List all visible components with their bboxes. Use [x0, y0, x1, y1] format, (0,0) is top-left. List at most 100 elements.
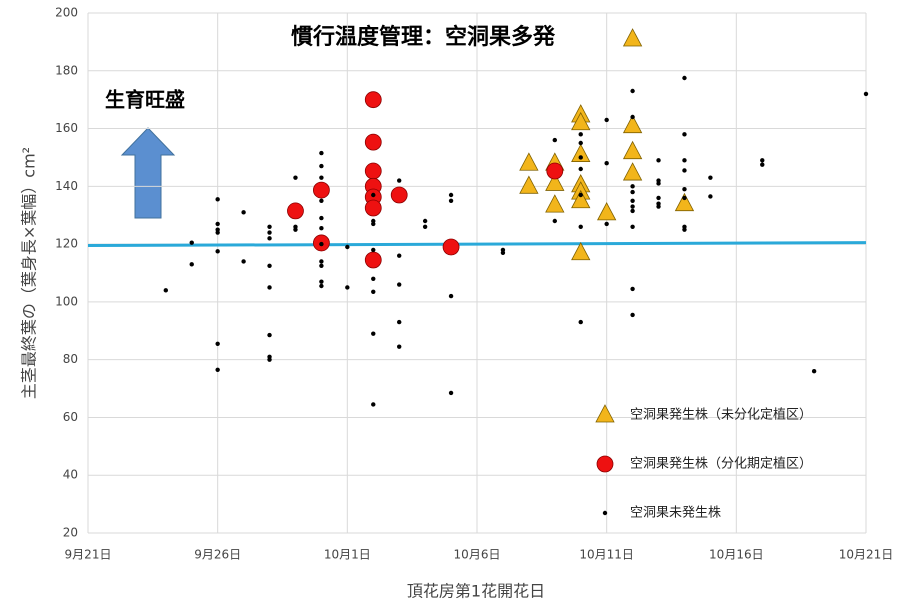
dot-point: [578, 192, 583, 198]
x-tick-label: 9月26日: [194, 548, 241, 562]
dot-point: [630, 208, 635, 214]
dot-point: [578, 224, 583, 229]
circle-point: [312, 181, 330, 199]
y-tick-label: 100: [55, 294, 78, 308]
x-tick-label: 9月21日: [65, 548, 112, 562]
dot-point: [345, 244, 350, 250]
circle-point: [364, 133, 382, 151]
dot-point: [267, 357, 272, 362]
dot-point: [319, 259, 324, 264]
x-tick-label: 10月6日: [454, 548, 501, 562]
dot-point: [345, 285, 350, 290]
triangle-point: [545, 172, 565, 191]
dot-point: [604, 161, 609, 166]
y-tick-label: 160: [55, 121, 78, 135]
dot-point: [630, 184, 635, 189]
dot-point: [319, 283, 324, 289]
triangle-point: [597, 202, 617, 221]
triangle-point: [622, 114, 643, 134]
x-tick-label: 10月1日: [324, 548, 371, 562]
dot-point: [708, 194, 713, 199]
dot-point: [267, 236, 272, 241]
dot-point: [630, 312, 635, 318]
x-tick-label: 10月16日: [709, 548, 764, 562]
dot-point: [604, 221, 609, 227]
y-tick-label: 200: [55, 6, 78, 20]
dot-point: [422, 224, 428, 229]
dot-point: [578, 319, 583, 325]
dot-point: [267, 263, 272, 268]
dot-point: [682, 158, 687, 163]
y-axis-label: 主茎最終葉の（葉身長×葉幅）cm²: [20, 147, 39, 399]
dot-point: [319, 226, 324, 231]
dot-point: [397, 253, 402, 258]
dot-point: [371, 289, 376, 294]
x-axis-label: 頂花房第1花開花日: [407, 582, 545, 601]
dot-point: [293, 175, 298, 180]
triangle-point: [571, 241, 591, 261]
dot-point: [448, 293, 454, 299]
dot-point: [163, 288, 168, 293]
dot-point: [319, 279, 324, 284]
dot-point: [371, 402, 376, 407]
circle-point: [390, 186, 408, 204]
dot-point: [371, 247, 376, 253]
dot-point: [397, 178, 402, 183]
reference-line: [87, 241, 867, 248]
dot-point: [760, 158, 765, 163]
dot-point: [656, 158, 661, 163]
dot-point: [811, 369, 817, 374]
chart-title: 慣行温度管理：空洞果多発: [291, 24, 556, 50]
dot-point: [656, 181, 661, 186]
dot-point: [267, 285, 272, 290]
dot-point: [863, 91, 869, 97]
dot-point: [578, 155, 583, 160]
dot-point: [552, 218, 557, 224]
dot-point: [630, 286, 635, 292]
circle-point: [546, 162, 564, 180]
dot-point: [604, 117, 609, 123]
dot-point: [371, 221, 376, 227]
up-arrow: [120, 127, 176, 219]
triangle-point: [674, 192, 695, 212]
dot-point: [630, 224, 635, 229]
circle-point: [364, 199, 382, 217]
triangle-point: [519, 175, 539, 194]
dot-point: [319, 175, 324, 180]
dot-point: [215, 367, 220, 372]
dot-point: [215, 221, 220, 227]
legend-marker: [595, 404, 615, 423]
dot-point: [448, 198, 454, 203]
dot-point: [319, 150, 324, 156]
triangle-point: [571, 111, 591, 131]
dot-point: [319, 163, 324, 169]
dot-point: [319, 241, 324, 247]
dot-point: [578, 166, 583, 172]
triangle-point: [519, 152, 539, 171]
x-tick-label: 10月11日: [579, 548, 634, 562]
dot-point: [682, 75, 687, 81]
dot-point: [293, 227, 298, 232]
dot-point: [448, 390, 454, 396]
y-tick-label: 60: [63, 410, 78, 424]
y-tick-label: 80: [63, 352, 78, 366]
y-tick-label: 40: [63, 468, 78, 482]
dot-point: [371, 331, 376, 336]
dot-point: [682, 187, 687, 192]
dot-point: [189, 262, 194, 267]
legend-marker: [602, 510, 608, 516]
dot-point: [397, 319, 402, 325]
triangle-point: [571, 143, 591, 162]
dot-point: [630, 114, 635, 120]
dot-point: [656, 195, 661, 201]
dot-point: [578, 132, 583, 137]
dot-point: [448, 192, 454, 198]
triangle-point: [622, 28, 643, 47]
dot-point: [215, 249, 220, 254]
dot-point: [682, 168, 687, 173]
dot-point: [189, 240, 194, 245]
legend-label: 空洞果発生株（未分化定植区）: [630, 408, 812, 423]
dot-point: [552, 137, 557, 143]
dot-point: [397, 282, 402, 287]
dot-point: [397, 344, 402, 349]
